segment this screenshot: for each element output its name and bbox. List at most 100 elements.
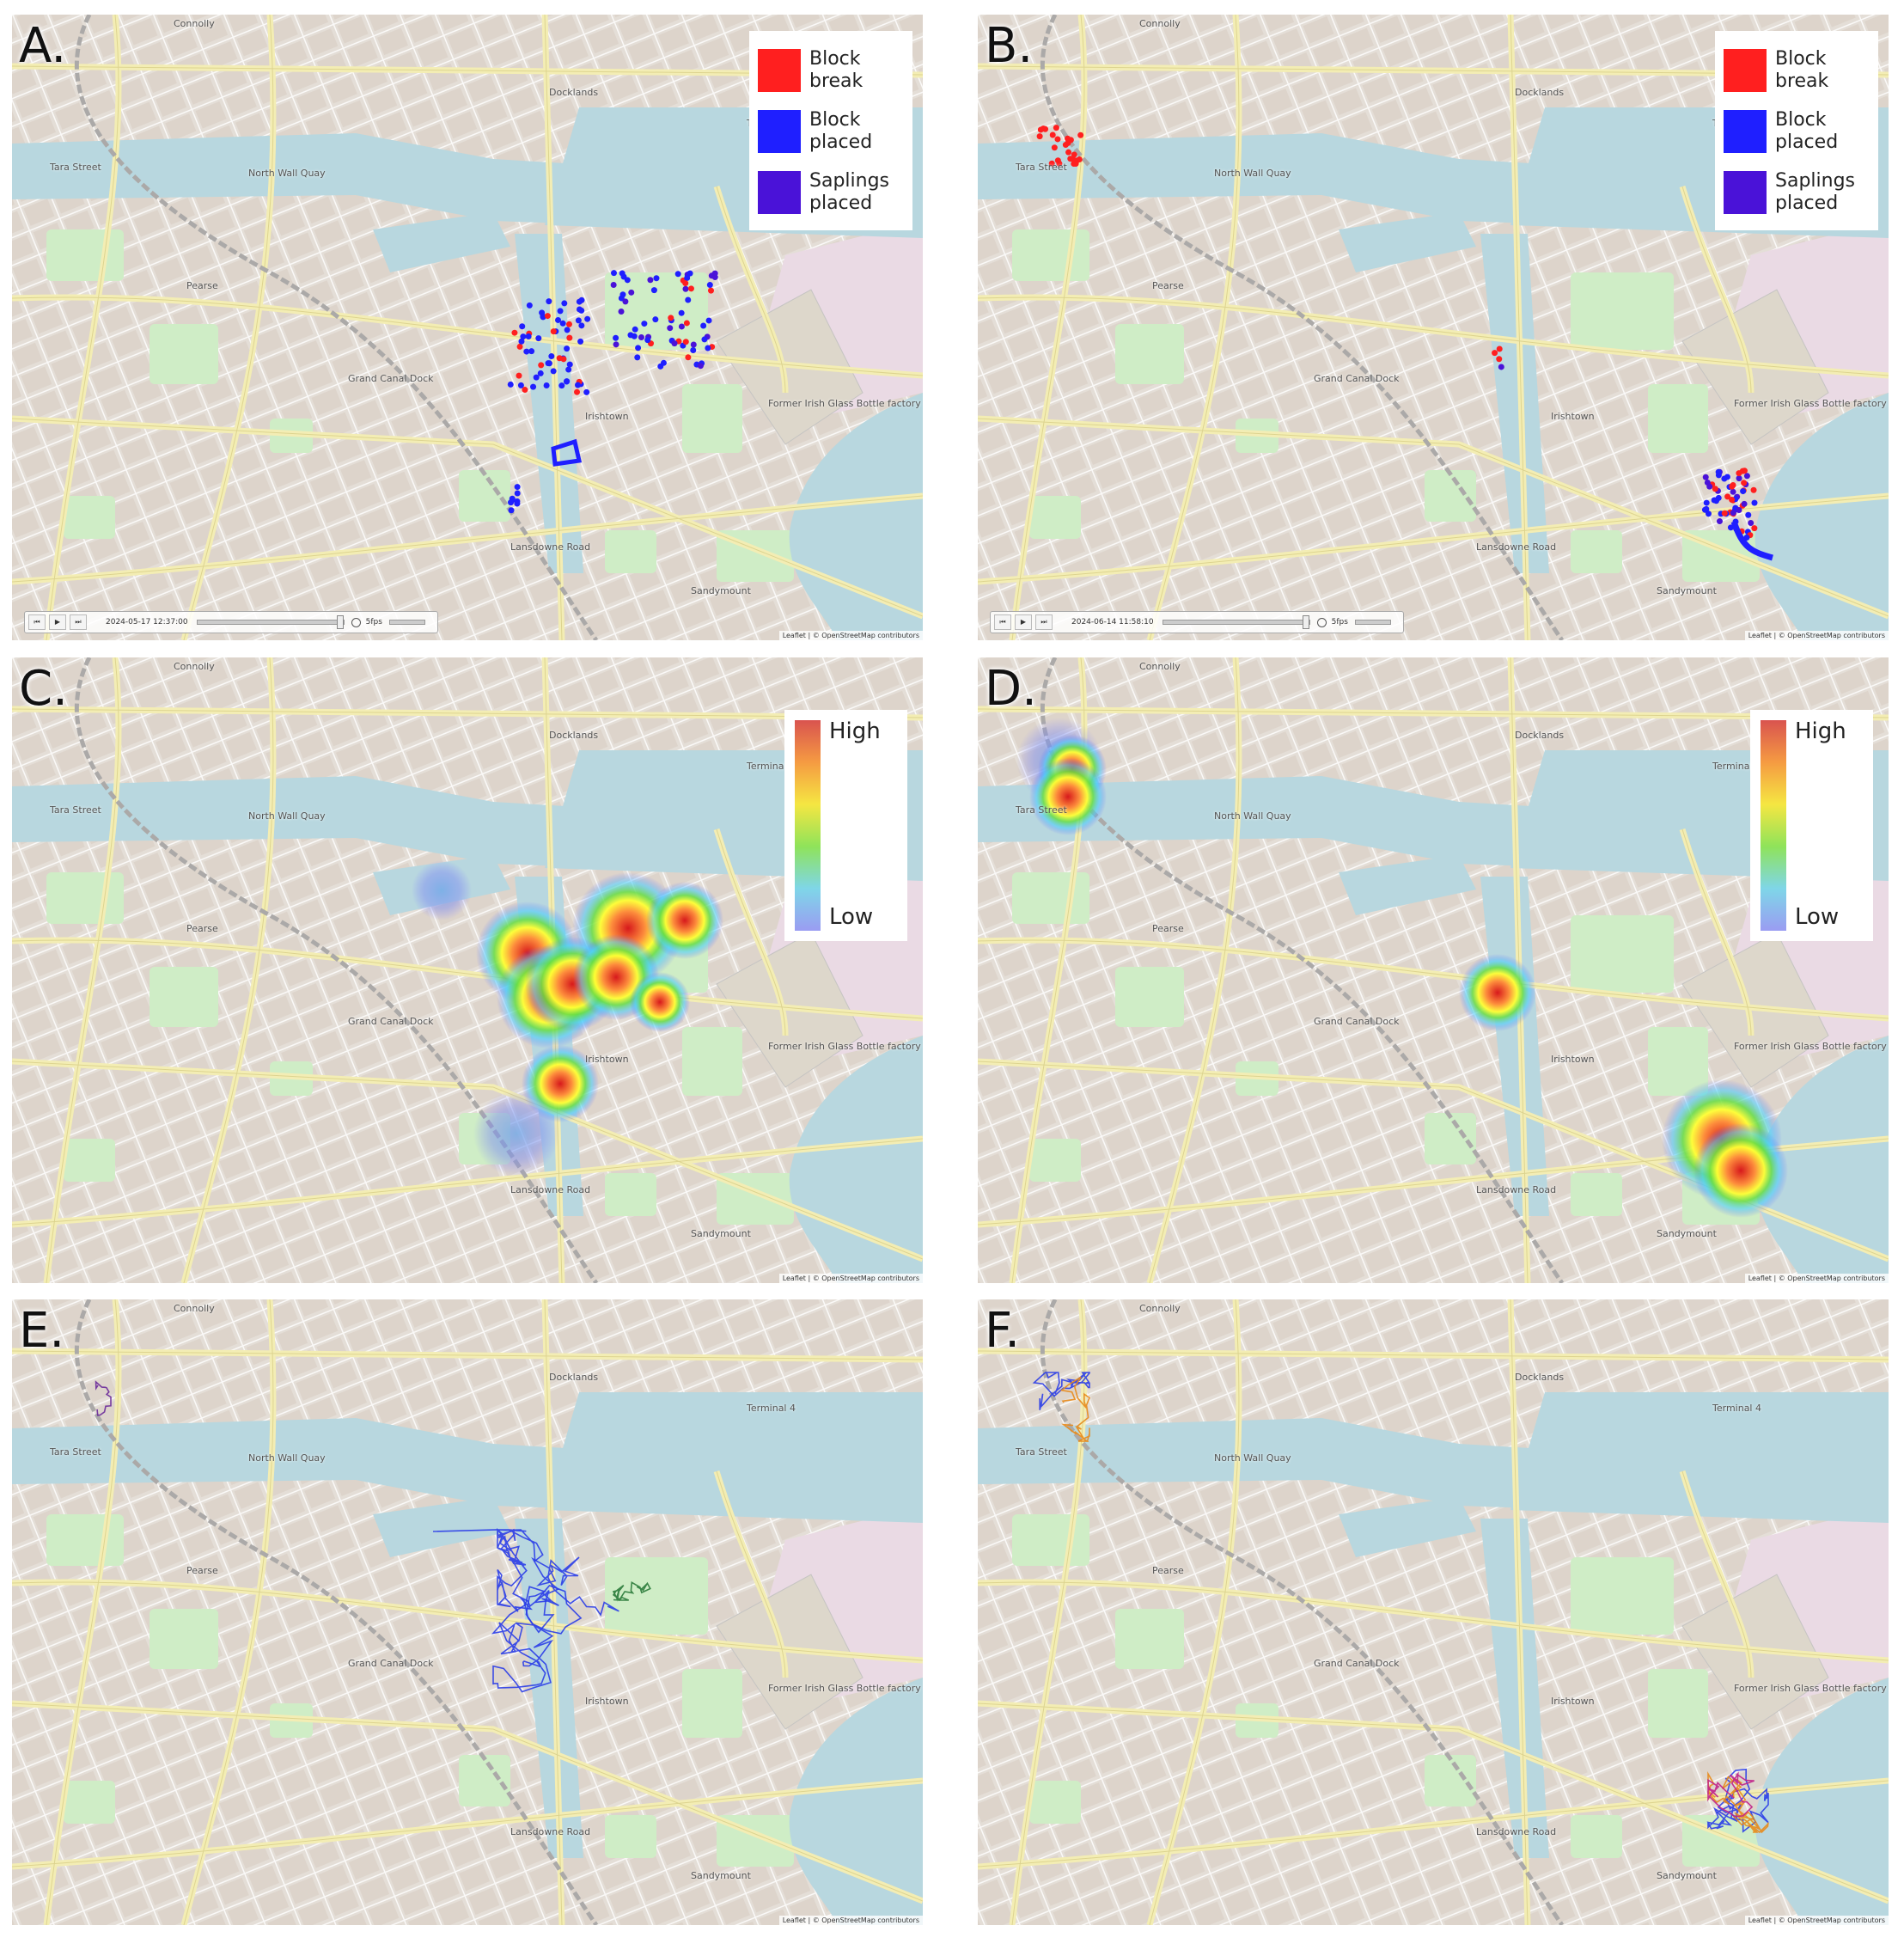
- canal: [1480, 234, 1549, 573]
- map-label: Former Irish Glass Bottle factory site: [1734, 1041, 1889, 1052]
- playback-button[interactable]: ▶: [49, 614, 66, 630]
- playback-button[interactable]: ▶: [1015, 614, 1032, 630]
- event-marker: [558, 382, 565, 389]
- road-edge: [12, 1350, 923, 1360]
- playback-button[interactable]: ⏮: [28, 614, 46, 630]
- event-marker: [628, 289, 635, 296]
- playback-button[interactable]: ⏮: [994, 614, 1011, 630]
- attribution: Leaflet | © OpenStreetMap contributors: [778, 631, 923, 640]
- event-marker: [1730, 488, 1736, 495]
- playback-button[interactable]: ⏭: [70, 614, 87, 630]
- map-label: Irishtown: [585, 1696, 629, 1707]
- map-label: Docklands: [1515, 87, 1565, 98]
- trajectory: [612, 1580, 651, 1602]
- event-marker: [556, 355, 563, 362]
- road-edge: [46, 1299, 119, 1925]
- map-label: Docklands: [1515, 1372, 1565, 1383]
- trajectory: [1707, 1771, 1754, 1818]
- park: [1571, 1815, 1622, 1858]
- map-label: Pearse: [1152, 923, 1184, 934]
- event-marker: [574, 388, 581, 395]
- event-marker: [613, 334, 619, 341]
- event-marker: [546, 298, 552, 305]
- map-label: Terminal 4: [1712, 761, 1761, 772]
- event-marker: [685, 354, 692, 361]
- event-marker: [523, 348, 530, 355]
- event-marker: [514, 500, 521, 507]
- time-slider[interactable]: [1162, 615, 1310, 629]
- attribution: Leaflet | © OpenStreetMap contributors: [778, 1274, 923, 1283]
- event-marker: [685, 296, 692, 303]
- event-marker: [540, 314, 546, 321]
- event-marker: [514, 484, 521, 491]
- map-label: Tara Street: [1016, 1446, 1067, 1458]
- event-marker: [647, 277, 654, 284]
- event-marker: [687, 285, 694, 292]
- road-edge: [1681, 186, 1752, 394]
- event-marker: [1750, 486, 1757, 493]
- road-edge: [1011, 15, 1085, 640]
- event-marker: [1716, 518, 1723, 525]
- road-edge: [12, 495, 923, 583]
- park: [1115, 967, 1184, 1027]
- park: [605, 530, 656, 573]
- event-marker: [578, 307, 585, 314]
- map-label: Former Irish Glass Bottle factory site: [1734, 1683, 1889, 1694]
- dock: [1339, 1497, 1476, 1557]
- map-label: Pearse: [186, 280, 218, 291]
- park: [1648, 384, 1708, 453]
- attribution: Leaflet | © OpenStreetMap contributors: [778, 1916, 923, 1925]
- map-label: Connolly: [174, 661, 215, 672]
- road-edge: [46, 15, 119, 640]
- event-marker: [668, 315, 674, 321]
- event-marker: [1741, 500, 1748, 507]
- event-marker: [690, 347, 697, 354]
- park: [1115, 324, 1184, 384]
- map-label: North Wall Quay: [248, 168, 326, 179]
- event-marker: [610, 281, 617, 288]
- event-marker: [1721, 510, 1728, 517]
- map-label: Former Irish Glass Bottle factory site: [768, 1041, 923, 1052]
- map-label: Irishtown: [585, 1054, 629, 1065]
- park: [605, 1173, 656, 1216]
- event-marker: [697, 363, 704, 370]
- time-slider[interactable]: [196, 615, 345, 629]
- event-marker: [1703, 505, 1710, 512]
- map-label: Sandymount: [1657, 1870, 1717, 1881]
- event-marker: [1054, 136, 1061, 143]
- map-label: Tara Street: [1016, 804, 1067, 816]
- dock: [373, 1497, 510, 1557]
- road-edge: [978, 296, 1889, 376]
- legend: Block break Block placed Saplings placed: [749, 31, 912, 230]
- speed: 5fps: [365, 618, 382, 627]
- event-marker: [508, 507, 515, 514]
- event-marker: [1751, 499, 1758, 506]
- event-marker: [519, 323, 526, 330]
- road-edge: [183, 15, 274, 640]
- park: [1648, 1669, 1708, 1738]
- speed-slider[interactable]: [1354, 620, 1391, 625]
- park: [150, 1609, 218, 1669]
- road-edge: [46, 657, 119, 1283]
- park: [1425, 1755, 1476, 1806]
- road-edge: [978, 939, 1889, 1019]
- event-marker: [707, 287, 714, 294]
- event-marker: [638, 334, 644, 341]
- event-marker: [632, 326, 638, 333]
- speed-slider[interactable]: [388, 620, 425, 625]
- event-marker: [564, 345, 571, 352]
- legend-item: Block placed: [758, 101, 904, 162]
- legend-swatch: [1724, 48, 1767, 92]
- map-label: Grand Canal Dock: [348, 1658, 434, 1669]
- road-edge: [716, 828, 786, 1036]
- park: [459, 470, 510, 522]
- map-label: Irishtown: [1551, 1696, 1595, 1707]
- playback-button[interactable]: ⏭: [1035, 614, 1053, 630]
- event-marker: [671, 340, 678, 347]
- park: [682, 1027, 742, 1096]
- park: [682, 1669, 742, 1738]
- map-label: Connolly: [174, 18, 215, 29]
- event-marker: [526, 302, 533, 309]
- event-marker: [574, 382, 581, 388]
